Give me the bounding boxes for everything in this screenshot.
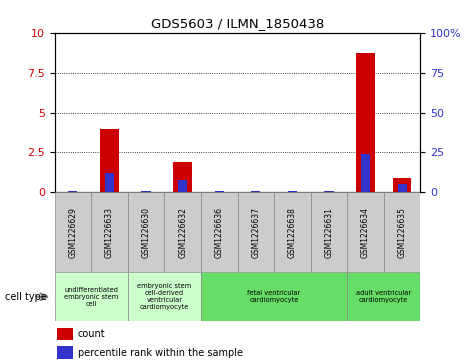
Bar [361, 154, 370, 192]
Bar [128, 192, 164, 272]
Text: GSM1226638: GSM1226638 [288, 207, 297, 258]
Bar [173, 162, 192, 192]
Bar [274, 192, 311, 272]
Bar [142, 191, 151, 192]
Bar [201, 272, 347, 321]
Text: count: count [78, 329, 105, 339]
Text: GSM1226629: GSM1226629 [68, 207, 77, 258]
Text: GSM1226637: GSM1226637 [251, 207, 260, 258]
Text: undifferentiated
embryonic stem
cell: undifferentiated embryonic stem cell [64, 287, 118, 307]
Bar [55, 192, 91, 272]
Bar [347, 272, 420, 321]
Text: GSM1226631: GSM1226631 [324, 207, 333, 258]
Bar [215, 191, 224, 192]
Text: cell type: cell type [5, 292, 47, 302]
Bar [347, 192, 384, 272]
Text: GSM1226632: GSM1226632 [178, 207, 187, 258]
Bar [384, 192, 420, 272]
Text: percentile rank within the sample: percentile rank within the sample [78, 347, 243, 358]
Bar [178, 180, 187, 192]
Bar [288, 191, 297, 192]
Text: GSM1226635: GSM1226635 [398, 207, 407, 258]
Bar [356, 53, 375, 192]
Bar [68, 191, 77, 192]
Bar [55, 272, 128, 321]
Bar [398, 184, 407, 192]
Bar [324, 191, 333, 192]
Text: fetal ventricular
cardiomyocyte: fetal ventricular cardiomyocyte [247, 290, 301, 303]
Text: adult ventricular
cardiomyocyte: adult ventricular cardiomyocyte [356, 290, 411, 303]
Bar [57, 346, 73, 359]
Text: GSM1226633: GSM1226633 [105, 207, 114, 258]
Bar [311, 192, 347, 272]
Bar [128, 272, 201, 321]
Bar [238, 192, 274, 272]
Bar [105, 173, 114, 192]
Title: GDS5603 / ILMN_1850438: GDS5603 / ILMN_1850438 [151, 17, 324, 30]
Text: GSM1226630: GSM1226630 [142, 207, 151, 258]
Bar [251, 191, 260, 192]
Bar [100, 129, 119, 192]
Bar [201, 192, 238, 272]
Bar [57, 327, 73, 340]
Bar [164, 192, 201, 272]
Text: GSM1226634: GSM1226634 [361, 207, 370, 258]
Bar [91, 192, 128, 272]
Text: embryonic stem
cell-derived
ventricular
cardiomyocyte: embryonic stem cell-derived ventricular … [137, 283, 191, 310]
Text: GSM1226636: GSM1226636 [215, 207, 224, 258]
Bar [393, 178, 411, 192]
